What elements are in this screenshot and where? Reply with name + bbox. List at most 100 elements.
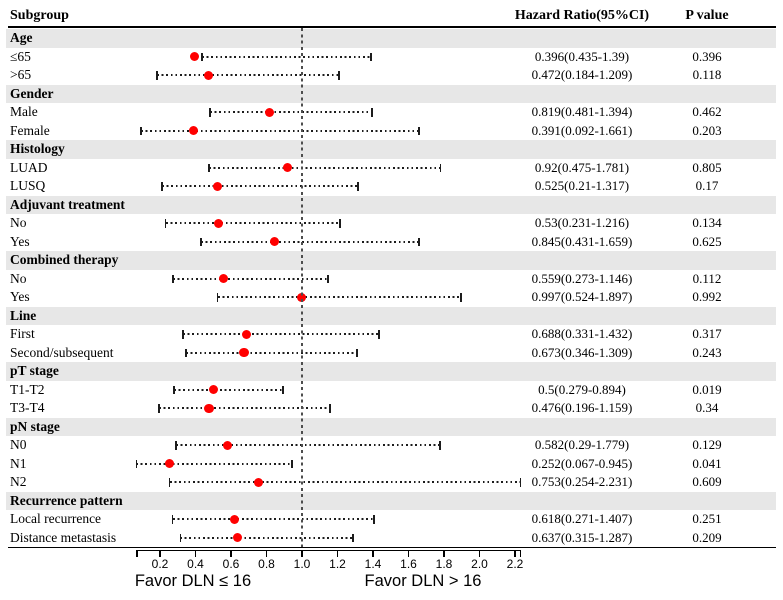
ci-upper-cap — [282, 385, 285, 395]
ci-lower-cap — [164, 219, 167, 228]
hr-ci-value: 0.997(0.524-1.897) — [531, 289, 633, 304]
reference-line-hr-1 — [301, 28, 303, 550]
ci-upper-cap — [418, 126, 421, 136]
hr-ci-value: 0.688(0.331-1.432) — [531, 326, 633, 341]
hr-ci-value: 0.673(0.346-1.309) — [531, 344, 633, 360]
point-estimate-dot — [213, 218, 224, 228]
ci-upper-cap — [338, 71, 340, 80]
point-estimate-dot — [253, 477, 263, 487]
group-header-label: Histology — [10, 141, 65, 156]
forest-row: First 0.688(0.331-1.432) 0.317 — [0, 325, 783, 344]
p-value: 0.129 — [692, 437, 722, 452]
point-estimate-dot — [239, 348, 249, 358]
forest-row: LUSQ 0.525(0.21-1.317) 0.17 — [0, 177, 783, 196]
x-axis-line — [137, 549, 521, 552]
forest-row: Yes 0.845(0.431-1.659) 0.625 — [0, 233, 783, 252]
row-label: Yes — [10, 289, 30, 304]
group-header-row: Recurrence pattern — [6, 491, 776, 510]
x-axis-tick-label: 1.2 — [329, 557, 346, 571]
point-estimate-dot — [190, 52, 200, 62]
ci-lower-cap — [200, 52, 203, 62]
row-label: Female — [10, 122, 50, 138]
ci-upper-cap — [377, 330, 380, 339]
forest-row: Second/subsequent 0.673(0.346-1.309) 0.243 — [0, 344, 783, 363]
x-axis-tick — [194, 549, 197, 558]
ci-upper-cap — [357, 182, 360, 191]
hr-ci-value: 0.618(0.271-1.407) — [531, 511, 633, 526]
x-axis-tick — [478, 549, 481, 558]
ci-upper-cap — [291, 459, 294, 469]
x-axis-tick-label: 2.0 — [471, 557, 488, 571]
ci-upper-cap — [418, 237, 420, 247]
ci-interval-line — [209, 111, 372, 114]
p-value: 0.396 — [692, 48, 722, 64]
ci-lower-cap — [135, 459, 138, 469]
column-header-hazard-ratio: Hazard Ratio(95%CI) — [514, 8, 650, 23]
row-label: No — [10, 270, 27, 286]
point-estimate-dot — [269, 237, 280, 247]
group-header-row: Line — [6, 306, 776, 325]
point-estimate-dot — [242, 329, 252, 339]
row-label: LUSQ — [10, 178, 46, 193]
row-label: ≤65 — [10, 48, 31, 64]
ci-upper-cap — [439, 163, 442, 173]
x-axis-tick-label: 1.6 — [400, 557, 417, 571]
ci-upper-cap — [519, 478, 522, 487]
x-axis-tick — [372, 549, 374, 558]
ci-interval-line — [175, 444, 441, 447]
forest-row: ≤65 0.396(0.435-1.39) 0.396 — [0, 48, 783, 67]
favor-right-label: Favor DLN > 16 — [364, 572, 482, 590]
ci-interval-line — [201, 55, 372, 58]
p-value: 0.041 — [692, 455, 722, 471]
forest-row: Yes 0.997(0.524-1.897) 0.992 — [0, 288, 783, 307]
p-value: 0.317 — [692, 326, 722, 341]
row-label: T3-T4 — [10, 400, 45, 415]
group-header-label: pN stage — [10, 418, 60, 434]
point-estimate-dot — [232, 533, 243, 543]
column-header-p-value: P value — [685, 8, 729, 23]
ci-interval-line — [172, 518, 375, 521]
p-value: 0.134 — [692, 215, 722, 230]
header-divider-line — [8, 26, 776, 28]
ci-lower-cap — [171, 515, 174, 524]
forest-row: N1 0.252(0.067-0.945) 0.041 — [0, 455, 783, 474]
p-value: 0.17 — [695, 178, 719, 193]
point-estimate-dot — [265, 107, 275, 117]
point-estimate-dot — [204, 403, 214, 413]
x-axis-tick-label: 0.6 — [222, 557, 240, 571]
ci-lower-cap — [175, 441, 177, 450]
forest-row: No 0.559(0.273-1.146) 0.112 — [0, 270, 783, 289]
x-axis-tick-label: 2.2 — [506, 557, 524, 571]
row-label: Local recurrence — [10, 511, 102, 526]
ci-upper-cap — [439, 441, 442, 450]
p-value: 0.251 — [692, 511, 722, 526]
x-axis-tick-label: 0.2 — [151, 557, 169, 571]
row-label: First — [10, 326, 35, 341]
column-header-subgroup: Subgroup — [10, 8, 69, 23]
p-value: 0.34 — [695, 400, 719, 415]
hr-ci-value: 0.472(0.184-1.209) — [531, 67, 633, 82]
forest-row: T1-T2 0.5(0.279-0.894) 0.019 — [0, 381, 783, 400]
x-axis-tick — [159, 549, 161, 558]
row-label: >65 — [10, 67, 32, 82]
group-header-label: Combined therapy — [10, 252, 119, 267]
point-estimate-dot — [213, 181, 223, 191]
ci-interval-line — [159, 407, 331, 410]
row-label: Male — [10, 104, 38, 119]
ci-upper-cap — [352, 533, 354, 543]
forest-row: No 0.53(0.231-1.216) 0.134 — [0, 214, 783, 233]
x-axis-tick — [301, 549, 303, 558]
row-label: N0 — [10, 437, 27, 452]
hr-ci-value: 0.476(0.196-1.159) — [531, 400, 633, 415]
forest-row: Female 0.391(0.092-1.661) 0.203 — [0, 122, 783, 141]
x-axis-tick-label: 1.8 — [435, 557, 453, 571]
p-value: 0.112 — [692, 270, 722, 286]
hr-ci-value: 0.582(0.29-1.779) — [534, 437, 630, 452]
ci-interval-line — [136, 462, 293, 465]
ci-lower-cap — [156, 71, 158, 80]
ci-upper-cap — [460, 293, 463, 302]
point-estimate-dot — [229, 514, 239, 524]
group-header-row: pN stage — [6, 417, 776, 436]
p-value: 0.203 — [692, 122, 722, 138]
ci-interval-line — [180, 536, 353, 539]
